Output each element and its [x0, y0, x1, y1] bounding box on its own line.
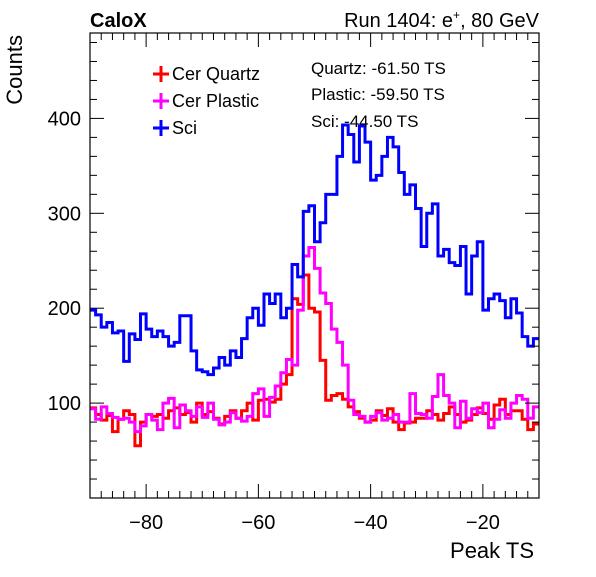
legend-item-sci: Sci [153, 118, 197, 138]
series-line-cer-plastic [90, 245, 539, 434]
y-tick-label: 100 [48, 393, 81, 415]
legend: Cer Quartz Cer Plastic Sci [153, 64, 260, 138]
legend-label: Cer Plastic [172, 91, 259, 111]
annotation-quartz: Quartz: -61.50 TS [311, 59, 446, 78]
y-tick-label: 200 [48, 298, 81, 320]
series-line-sci [90, 123, 539, 377]
x-tick-label: −40 [354, 512, 388, 534]
y-axis-label: Counts [2, 35, 27, 105]
experiment-label: CaloX [90, 10, 147, 32]
annotation-plastic: Plastic: -59.50 TS [311, 85, 445, 104]
x-tick-label: −60 [241, 512, 275, 534]
axis-tick-labels: −80 −60 −40 −20 100 200 300 400 [48, 108, 500, 534]
series-layer [90, 123, 539, 448]
x-tick-label: −20 [466, 512, 500, 534]
legend-label: Cer Quartz [172, 64, 260, 84]
legend-label: Sci [172, 118, 197, 138]
run-info-label: Run 1404: e+, 80 GeV [344, 8, 540, 32]
x-tick-label: −80 [129, 512, 163, 534]
legend-item-cer-quartz: Cer Quartz [153, 64, 260, 84]
annotation-sci: Sci: -44.50 TS [311, 112, 418, 131]
x-axis-label: Peak TS [450, 538, 534, 563]
axis-ticks [89, 33, 540, 498]
legend-item-cer-plastic: Cer Plastic [153, 91, 259, 111]
y-tick-label: 400 [48, 108, 81, 130]
y-tick-label: 300 [48, 203, 81, 225]
